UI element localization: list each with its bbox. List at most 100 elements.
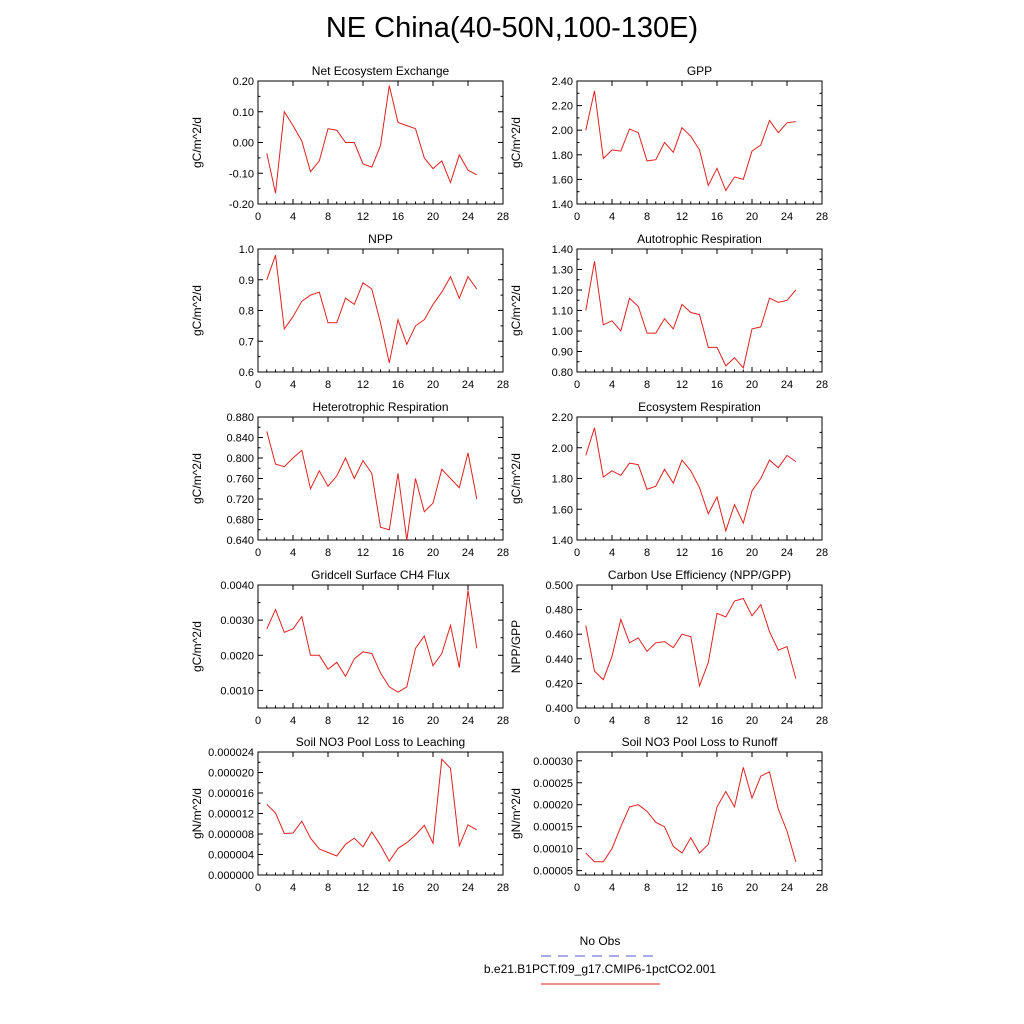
panel-10-xtick-label: 8 <box>644 882 650 894</box>
panel-3-title: NPP <box>368 232 393 246</box>
panel-4-xtick-label: 16 <box>711 379 723 391</box>
panel-8-xtick-label: 16 <box>711 715 723 727</box>
panel-5-ytick-label: 0.640 <box>226 535 254 547</box>
panel-1-ytick-label: -0.20 <box>229 199 254 211</box>
panel-3-xtick-label: 24 <box>462 379 474 391</box>
panel-10-series-line <box>585 767 797 863</box>
panel-2-xtick-label: 24 <box>781 211 793 223</box>
panel-2-ytick-label: 2.20 <box>552 101 573 113</box>
panel-6-ylabel: gC/m^2/d <box>509 453 523 504</box>
panel-10-ytick-label: 0.00025 <box>533 778 573 790</box>
panel-4-xtick-label: 12 <box>676 379 688 391</box>
panel-5-series-line <box>266 431 478 541</box>
panel-4-xtick-label: 4 <box>609 379 615 391</box>
panel-7-xtick-label: 20 <box>427 715 439 727</box>
panel-4-ytick-label: 1.20 <box>552 285 573 297</box>
panel-2-xtick-label: 16 <box>711 211 723 223</box>
panel-9-ytick-label: 0.000000 <box>208 870 254 882</box>
panel-3-xtick-label: 20 <box>427 379 439 391</box>
panel-10-xtick-label: 12 <box>676 882 688 894</box>
panel-9-xtick-label: 24 <box>462 882 474 894</box>
panel-2-xtick-label: 20 <box>746 211 758 223</box>
panel-8-series-line <box>585 597 797 688</box>
panel-8-ytick-label: 0.400 <box>545 703 573 715</box>
panel-5-xtick-label: 12 <box>357 547 369 559</box>
panel-9-frame <box>257 751 504 876</box>
panel-6-frame <box>576 416 823 541</box>
panel-3-series-line <box>266 255 478 363</box>
panel-7-title: Gridcell Surface CH4 Flux <box>311 568 450 582</box>
panel-10-xtick-label: 16 <box>711 882 723 894</box>
panel-3-xtick-label: 4 <box>290 379 296 391</box>
panel-2-ytick-label: 2.40 <box>552 76 573 88</box>
main-title: NE China(40-50N,100-130E) <box>325 12 699 44</box>
panel-6-xtick-label: 8 <box>644 547 650 559</box>
panel-8-ytick-label: 0.420 <box>545 678 573 690</box>
legend-label-no-obs: No Obs <box>579 934 621 948</box>
panel-3-xtick-label: 28 <box>497 379 509 391</box>
panel-8-xtick-label: 20 <box>746 715 758 727</box>
panel-4-ytick-label: 1.00 <box>552 326 573 338</box>
panel-4-series-line <box>585 261 797 369</box>
panel-8-ylabel: NPP/GPP <box>509 620 523 673</box>
panel-2-xtick-label: 0 <box>574 211 580 223</box>
panel-6-xtick-label: 4 <box>609 547 615 559</box>
panel-5-ytick-label: 0.680 <box>226 515 254 527</box>
panel-1-xtick-label: 24 <box>462 211 474 223</box>
panel-10-ylabel: gN/m^2/d <box>509 788 523 839</box>
panel-9-ytick-label: 0.000012 <box>208 809 254 821</box>
panel-2-ylabel: gC/m^2/d <box>509 117 523 168</box>
panel-1-xtick-label: 8 <box>325 211 331 223</box>
panel-10-ytick-label: 0.00030 <box>533 756 573 768</box>
panel-5-xtick-label: 28 <box>497 547 509 559</box>
panel-10-ytick-label: 0.00010 <box>533 844 573 856</box>
panel-10-xtick-label: 4 <box>609 882 615 894</box>
panel-7-xtick-label: 12 <box>357 715 369 727</box>
panel-8-xtick-label: 8 <box>644 715 650 727</box>
panel-10-ytick-label: 0.00005 <box>533 866 573 878</box>
panel-6-ytick-label: 2.20 <box>552 412 573 424</box>
panel-9-xtick-label: 20 <box>427 882 439 894</box>
panel-9-xtick-label: 0 <box>255 882 261 894</box>
panel-7-ytick-label: 0.0030 <box>220 615 254 627</box>
panel-6-xtick-label: 16 <box>711 547 723 559</box>
panel-1-xtick-label: 28 <box>497 211 509 223</box>
panel-6-ytick-label: 1.60 <box>552 504 573 516</box>
panel-4-ytick-label: 1.30 <box>552 265 573 277</box>
panel-9-ytick-label: 0.000008 <box>208 829 254 841</box>
panel-1-ytick-label: 0.00 <box>233 138 254 150</box>
panel-4-ytick-label: 1.10 <box>552 306 573 318</box>
panel-7-series-line <box>266 590 478 693</box>
panel-6-xtick-label: 20 <box>746 547 758 559</box>
panel-3-ylabel: gC/m^2/d <box>190 285 204 336</box>
panel-1-ytick-label: 0.20 <box>233 76 254 88</box>
panel-4-xtick-label: 8 <box>644 379 650 391</box>
panel-10-ytick-label: 0.00015 <box>533 822 573 834</box>
panel-3-ytick-label: 0.6 <box>239 367 254 379</box>
panel-2-xtick-label: 8 <box>644 211 650 223</box>
panel-1-ylabel: gC/m^2/d <box>190 117 204 168</box>
panel-5-ytick-label: 0.720 <box>226 494 254 506</box>
panel-8-ytick-label: 0.480 <box>545 605 573 617</box>
panel-7-ytick-label: 0.0040 <box>220 580 254 592</box>
panel-4-ytick-label: 0.90 <box>552 347 573 359</box>
panel-9-ytick-label: 0.000016 <box>208 788 254 800</box>
panel-9-ylabel: gN/m^2/d <box>190 788 204 839</box>
panel-1-title: Net Ecosystem Exchange <box>312 64 450 78</box>
panel-9-xtick-label: 4 <box>290 882 296 894</box>
panel-6-xtick-label: 0 <box>574 547 580 559</box>
panel-2-ytick-label: 2.00 <box>552 125 573 137</box>
panel-9-xtick-label: 8 <box>325 882 331 894</box>
panel-3-xtick-label: 16 <box>392 379 404 391</box>
panel-6-series-line <box>585 427 797 533</box>
panel-5-xtick-label: 0 <box>255 547 261 559</box>
panel-5-xtick-label: 16 <box>392 547 404 559</box>
panel-2-xtick-label: 4 <box>609 211 615 223</box>
panel-7-ylabel: gC/m^2/d <box>190 621 204 672</box>
panel-7-xtick-label: 8 <box>325 715 331 727</box>
panel-5-xtick-label: 8 <box>325 547 331 559</box>
panel-8-xtick-label: 24 <box>781 715 793 727</box>
panel-6-title: Ecosystem Respiration <box>638 400 761 414</box>
panel-10-xtick-label: 28 <box>816 882 828 894</box>
